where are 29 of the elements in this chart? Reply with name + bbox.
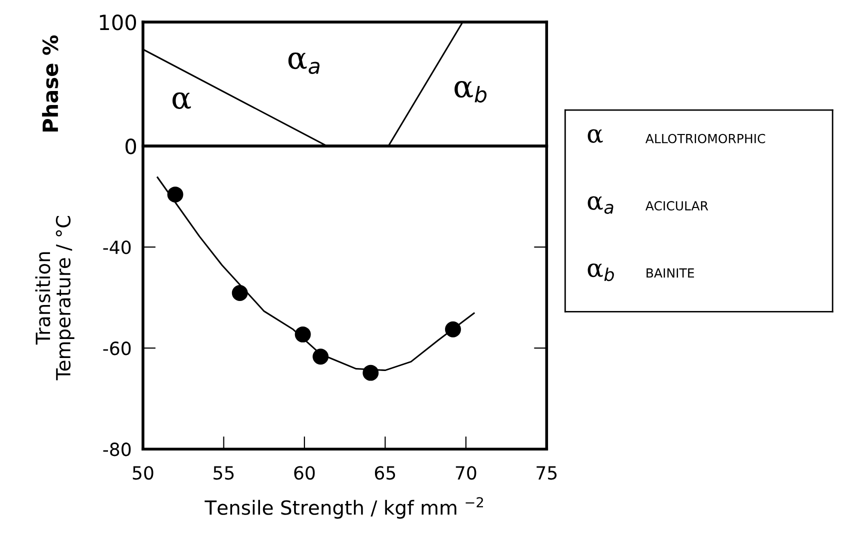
y-tick-label: -40 [103,240,131,254]
y-tick-label: -80 [103,442,131,456]
point [167,186,184,203]
text: α$_{a}$ [588,196,614,214]
x-tick-label: 60 [294,466,315,480]
y-tick-label: -60 [103,342,131,356]
point [312,348,329,365]
text: ALLOTRIOMORPHIC [645,134,766,144]
point [232,285,248,302]
x-axis-title: Tensile Strength / kgf mm $^{−2}$ [204,497,483,519]
x-tick-label: 70 [456,466,476,480]
x-tick-label: 65 [374,466,396,480]
point [445,321,461,338]
y-axis-title: Transition Temperature / °C [35,216,74,380]
text: α [588,129,603,143]
annotation: α$_{a}$ [288,52,320,74]
text: α$_{b}$ [588,263,614,282]
y-tick-label: 100 [100,14,136,30]
y-axis-title: Phase % [42,35,58,132]
text: BAINITE [646,268,694,278]
annotation: α [172,92,191,109]
annotation: α$_{b}$ [454,80,487,103]
text: ACICULAR [645,201,708,211]
x-tick-label: 75 [536,466,557,480]
y-tick-label: 0 [126,138,136,154]
x-tick-label: 55 [214,466,234,480]
x-tick-label: 50 [132,466,154,480]
point [362,364,379,381]
point [294,326,311,342]
